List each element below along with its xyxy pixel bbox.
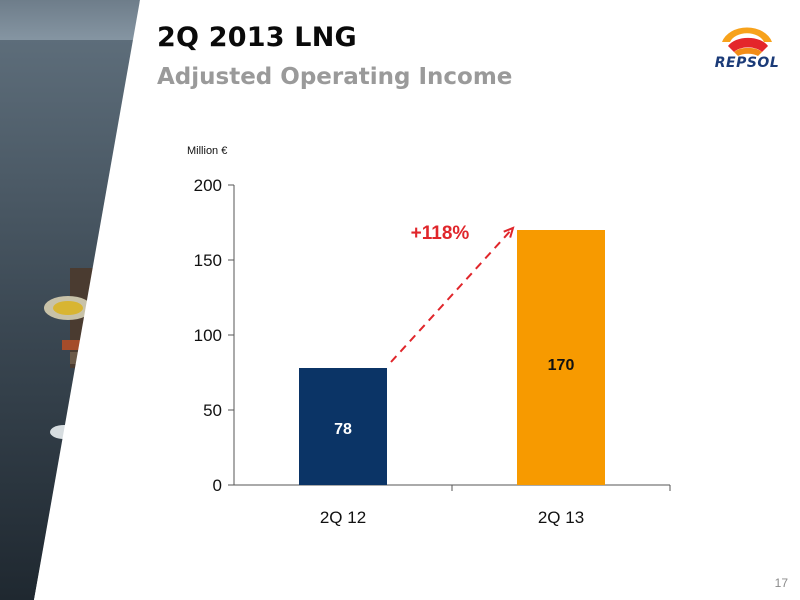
x-tick-label: 2Q 13 bbox=[538, 508, 584, 527]
logo-wordmark: REPSOL bbox=[714, 55, 780, 71]
unit-label: Million € bbox=[187, 145, 227, 157]
offshore-photo bbox=[0, 0, 150, 600]
growth-arrow-line bbox=[390, 227, 514, 363]
y-tick-label: 100 bbox=[194, 326, 222, 345]
growth-arrow-head bbox=[503, 226, 515, 238]
x-tick-label: 2Q 12 bbox=[320, 508, 366, 527]
growth-annotation: +118% bbox=[411, 223, 470, 244]
slide-title: 2Q 2013 LNG bbox=[157, 22, 357, 53]
page-number: 17 bbox=[774, 576, 788, 590]
bar-data-label: 170 bbox=[548, 357, 575, 374]
bar-2q-12 bbox=[299, 368, 387, 485]
y-tick-label: 0 bbox=[213, 476, 222, 495]
slide-subtitle: Adjusted Operating Income bbox=[157, 64, 513, 90]
bar-2q-13 bbox=[517, 230, 605, 485]
repsol-logo-icon bbox=[722, 27, 772, 56]
y-tick-label: 150 bbox=[194, 251, 222, 270]
y-tick-label: 200 bbox=[194, 176, 222, 195]
y-tick-label: 50 bbox=[203, 401, 222, 420]
bar-data-label: 78 bbox=[334, 421, 352, 438]
